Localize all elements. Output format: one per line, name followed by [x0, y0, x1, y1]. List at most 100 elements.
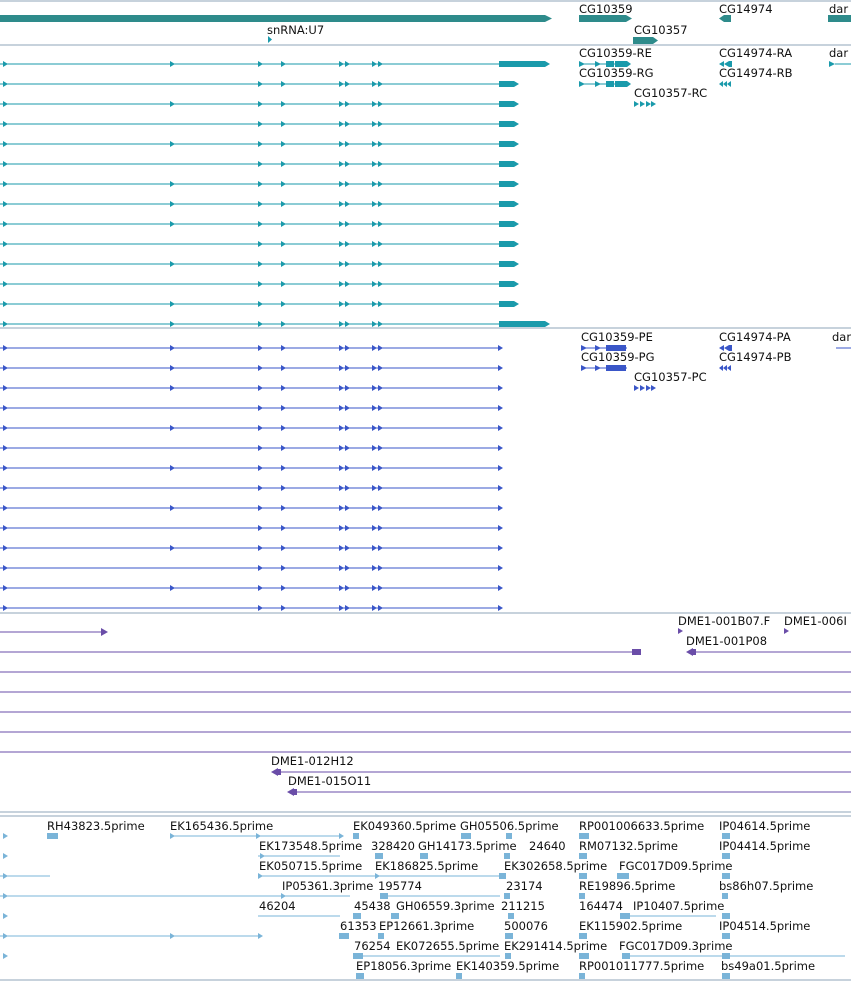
- est-label[interactable]: EK173548.5prime: [259, 839, 362, 853]
- est-label[interactable]: 23174: [506, 879, 543, 893]
- est-label[interactable]: 328420: [371, 839, 415, 853]
- transcript-row[interactable]: [0, 61, 550, 67]
- transcript-row[interactable]: [0, 241, 519, 247]
- clone-label[interactable]: DME1-006I: [784, 614, 847, 628]
- protein-label[interactable]: CG14974-PA: [719, 330, 791, 344]
- clone-row[interactable]: [0, 628, 108, 636]
- protein-row[interactable]: [0, 425, 503, 431]
- clone-dme1-012h12[interactable]: [271, 768, 851, 776]
- transcript-row[interactable]: [0, 281, 519, 287]
- est-label[interactable]: 61353: [340, 919, 377, 933]
- protein-row[interactable]: [0, 505, 503, 511]
- clone-label[interactable]: DME1-015O11: [288, 774, 371, 788]
- est-label[interactable]: FGC017D09.5prime: [619, 859, 732, 873]
- est-track[interactable]: RH43823.5prime EK165436.5prime EK049360.5p…: [0, 819, 845, 979]
- transcript-rows[interactable]: [0, 61, 550, 327]
- protein-label[interactable]: CG14974-PB: [719, 350, 792, 364]
- protein-row[interactable]: [0, 565, 503, 571]
- protein-label[interactable]: dar: [832, 330, 851, 344]
- est-label[interactable]: IP05361.3prime: [282, 879, 373, 893]
- transcript-cg10359-rg[interactable]: [579, 81, 631, 87]
- protein-cg10359-pg[interactable]: [581, 365, 627, 371]
- est-label[interactable]: IP04614.5prime: [719, 819, 810, 833]
- transcript-cg10357-rc[interactable]: [634, 101, 656, 107]
- transcript-label[interactable]: CG14974-RB: [719, 66, 793, 80]
- est-labels[interactable]: RH43823.5prime EK165436.5prime EK049360.5p…: [47, 819, 815, 973]
- transcript-row[interactable]: [0, 301, 519, 307]
- est-label[interactable]: EK186825.5prime: [375, 859, 478, 873]
- transcript-row[interactable]: [0, 261, 519, 267]
- transcript-row[interactable]: [0, 121, 519, 127]
- clone-track[interactable]: DME1-001B07.F DME1-006I DME1-001P08 DME1…: [0, 614, 851, 796]
- est-label[interactable]: RM07132.5prime: [579, 839, 678, 853]
- est-label[interactable]: EK115902.5prime: [579, 919, 682, 933]
- transcript-row[interactable]: [0, 221, 519, 227]
- protein-row[interactable]: [0, 385, 503, 391]
- protein-cg14974-pb[interactable]: [719, 365, 731, 371]
- transcript-label[interactable]: CG14974-RA: [719, 46, 792, 60]
- est-label[interactable]: EK140359.5prime: [456, 959, 559, 973]
- transcript-row[interactable]: [0, 181, 519, 187]
- protein-row[interactable]: [0, 445, 503, 451]
- transcript-cg10359-re[interactable]: [579, 61, 631, 67]
- est-label[interactable]: GH06559.3prime: [396, 899, 495, 913]
- gene-label[interactable]: dar: [829, 2, 848, 16]
- transcript-label[interactable]: CG10359-RE: [579, 46, 652, 60]
- est-label[interactable]: IP10407.5prime: [633, 899, 724, 913]
- transcript-cg14974-ra[interactable]: [719, 61, 732, 67]
- protein-cg10359-pe[interactable]: [581, 345, 627, 351]
- gene-bar-cg10357[interactable]: [633, 37, 653, 44]
- transcript-row[interactable]: [0, 321, 550, 327]
- protein-cg10357-pc[interactable]: [634, 385, 656, 391]
- transcript-row[interactable]: [0, 141, 519, 147]
- est-label[interactable]: 195774: [378, 879, 422, 893]
- est-label[interactable]: EK072655.5prime: [396, 939, 499, 953]
- protein-row[interactable]: [0, 345, 503, 351]
- transcript-dar[interactable]: [829, 61, 851, 67]
- est-label[interactable]: EK291414.5prime: [504, 939, 607, 953]
- est-label[interactable]: IP04414.5prime: [719, 839, 810, 853]
- gene-label[interactable]: snRNA:U7: [267, 23, 324, 37]
- clone-label[interactable]: DME1-001P08: [686, 634, 767, 648]
- est-label[interactable]: RE19896.5prime: [579, 879, 675, 893]
- gene-bar-cg10359[interactable]: [579, 15, 626, 22]
- est-label[interactable]: FGC017D09.3prime: [619, 939, 732, 953]
- gene-label[interactable]: CG14974: [719, 2, 773, 16]
- transcript-label[interactable]: CG10359-RG: [579, 66, 654, 80]
- est-label[interactable]: 164474: [579, 899, 623, 913]
- est-label[interactable]: RH43823.5prime: [47, 819, 145, 833]
- est-label[interactable]: EP12661.3prime: [379, 919, 474, 933]
- protein-rows[interactable]: [0, 345, 503, 611]
- est-label[interactable]: EK049360.5prime: [353, 819, 456, 833]
- protein-cg14974-pa[interactable]: [719, 345, 732, 351]
- transcript-row[interactable]: [0, 81, 519, 87]
- protein-row[interactable]: [0, 545, 503, 551]
- gene-bar-snrna[interactable]: [0, 15, 545, 22]
- est-label[interactable]: RP001011777.5prime: [579, 959, 704, 973]
- transcript-label[interactable]: dar: [829, 46, 848, 60]
- transcript-row[interactable]: [0, 201, 519, 207]
- protein-row[interactable]: [0, 485, 503, 491]
- est-label[interactable]: GH05506.5prime: [460, 819, 559, 833]
- est-label[interactable]: EK050715.5prime: [259, 859, 362, 873]
- gene-bar-dar[interactable]: [828, 15, 851, 22]
- clone-label[interactable]: DME1-012H12: [271, 754, 354, 768]
- protein-label[interactable]: CG10359-PG: [581, 350, 655, 364]
- transcript-row[interactable]: [0, 161, 519, 167]
- est-label[interactable]: bs86h07.5prime: [719, 879, 813, 893]
- gene-label[interactable]: CG10357: [634, 23, 688, 37]
- protein-row[interactable]: [0, 405, 503, 411]
- transcript-row[interactable]: [0, 101, 519, 107]
- clone-dme1-001p08[interactable]: [686, 648, 851, 656]
- clone-dme1-015o11[interactable]: [287, 788, 851, 796]
- protein-track[interactable]: CG10359-PE CG14974-PA dar CG10359-PG CG1…: [0, 330, 851, 611]
- est-label[interactable]: EP18056.3prime: [356, 959, 451, 973]
- est-label[interactable]: 500076: [504, 919, 548, 933]
- clone-label[interactable]: DME1-001B07.F: [678, 614, 770, 628]
- protein-row[interactable]: [0, 585, 503, 591]
- protein-row[interactable]: [0, 465, 503, 471]
- est-label[interactable]: IP04514.5prime: [719, 919, 810, 933]
- gene-track[interactable]: CG10359 CG14974 dar snRNA:U7 CG10357: [0, 2, 851, 44]
- est-label[interactable]: 24640: [529, 839, 566, 853]
- est-label[interactable]: 46204: [259, 899, 296, 913]
